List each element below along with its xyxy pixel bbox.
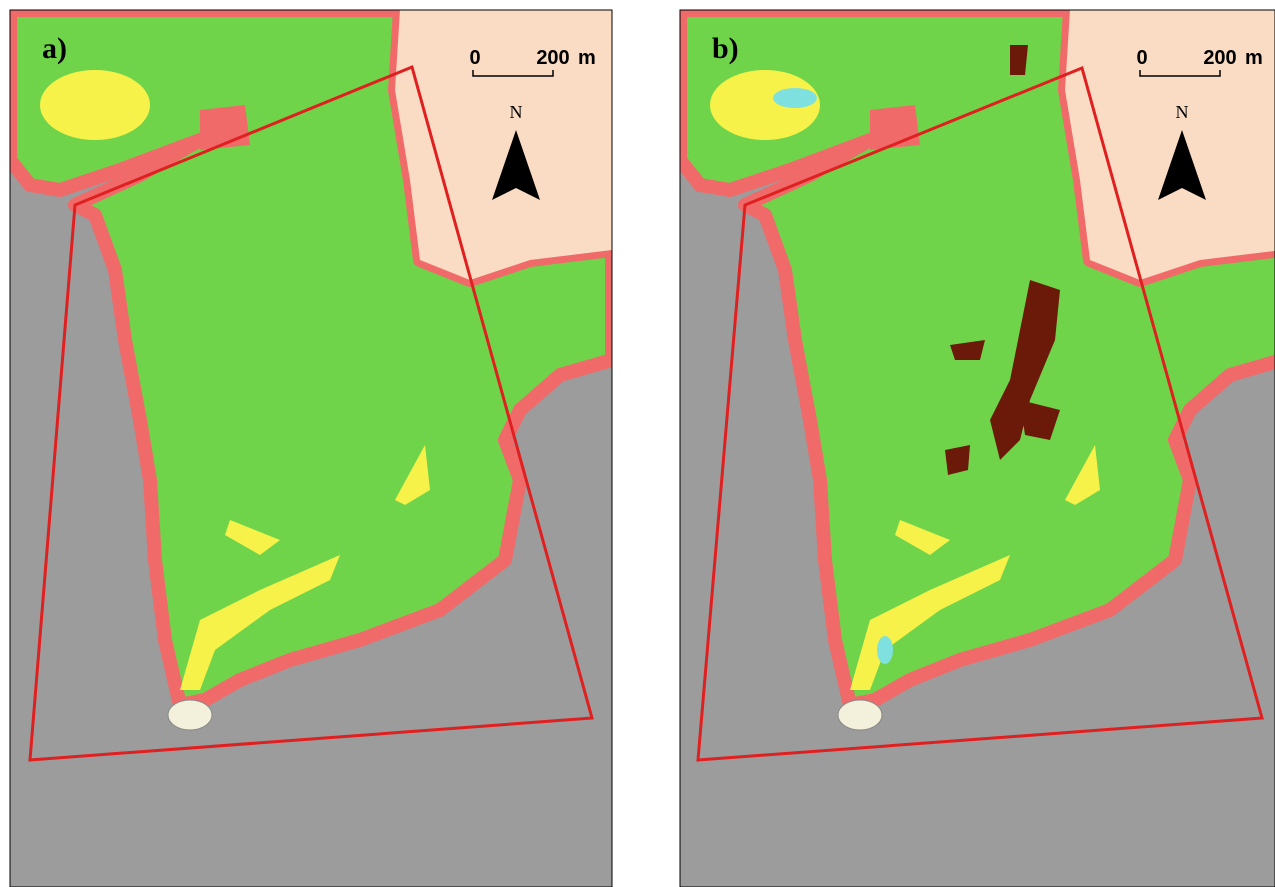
scale-distance: 200	[1203, 47, 1236, 69]
panel-a: a) 0 200 m N	[10, 10, 612, 887]
water	[877, 636, 893, 664]
scale-unit: m	[1245, 47, 1263, 69]
scale-distance: 200	[536, 47, 569, 69]
scale-zero: 0	[1136, 47, 1147, 69]
scale-unit: m	[578, 47, 596, 69]
panel-label: b)	[712, 32, 739, 65]
scale-zero: 0	[469, 47, 480, 69]
bare-patch	[1010, 45, 1028, 75]
north-label: N	[510, 102, 523, 122]
figure: a) 0 200 m N b) 0 200 m N	[0, 0, 1275, 887]
panel-label: a)	[42, 32, 67, 65]
water	[773, 88, 817, 108]
north-label: N	[1176, 102, 1189, 122]
panel-b: b) 0 200 m N	[680, 10, 1275, 887]
